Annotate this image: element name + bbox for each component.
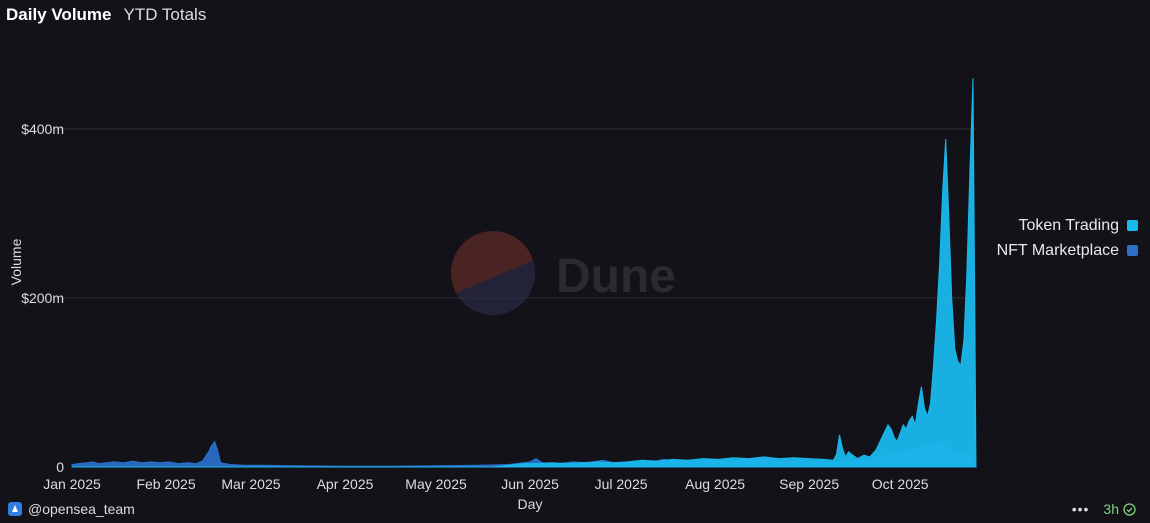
- x-tick-label: Sep 2025: [779, 476, 839, 492]
- freshness-indicator: 3h: [1103, 501, 1136, 517]
- x-tick-label: Oct 2025: [872, 476, 929, 492]
- x-tick-label: Jan 2025: [43, 476, 101, 492]
- dune-watermark: Dune: [451, 231, 676, 315]
- x-axis-ticks: Jan 2025 Feb 2025 Mar 2025 Apr 2025 May 2025…: [43, 476, 929, 492]
- more-options-icon[interactable]: •••: [1071, 501, 1090, 517]
- tab-daily-volume[interactable]: Daily Volume: [6, 5, 112, 24]
- owner-name: @opensea_team: [28, 501, 135, 517]
- y-tick-label: $200m: [21, 290, 64, 306]
- x-tick-label: Apr 2025: [317, 476, 374, 492]
- token-trading-area: [72, 78, 977, 468]
- tab-ytd-totals[interactable]: YTD Totals: [123, 5, 207, 24]
- legend-swatch-nft-marketplace: [1127, 245, 1138, 256]
- x-axis-label: Day: [518, 496, 543, 512]
- x-tick-label: Aug 2025: [685, 476, 745, 492]
- footer-actions: ••• 3h: [1072, 501, 1136, 517]
- check-circle-icon: [1123, 502, 1136, 516]
- watermark-text: Dune: [556, 250, 676, 303]
- legend-label-nft-marketplace: NFT Marketplace: [996, 241, 1119, 259]
- x-tick-label: Jun 2025: [501, 476, 559, 492]
- x-tick-label: May 2025: [405, 476, 467, 492]
- y-axis-ticks: 0 $200m $400m: [21, 121, 64, 475]
- legend-item-nft-marketplace[interactable]: NFT Marketplace: [997, 238, 1138, 263]
- y-tick-label: 0: [56, 459, 64, 475]
- freshness-age: 3h: [1103, 501, 1119, 517]
- gridlines: [55, 128, 976, 299]
- y-tick-label: $400m: [21, 121, 64, 137]
- legend-swatch-token-trading: [1127, 220, 1138, 231]
- x-tick-label: Mar 2025: [221, 476, 280, 492]
- legend-item-token-trading[interactable]: Token Trading: [997, 213, 1138, 238]
- owner-link[interactable]: @opensea_team: [8, 501, 135, 517]
- chart-tabs: Daily Volume YTD Totals: [6, 5, 206, 25]
- opensea-logo-icon: [8, 502, 22, 516]
- legend: Token Trading NFT Marketplace: [997, 213, 1138, 263]
- legend-label-token-trading: Token Trading: [1018, 216, 1119, 234]
- x-tick-label: Jul 2025: [595, 476, 648, 492]
- y-axis-label: Volume: [8, 238, 24, 285]
- area-series: [71, 78, 977, 468]
- x-tick-label: Feb 2025: [136, 476, 195, 492]
